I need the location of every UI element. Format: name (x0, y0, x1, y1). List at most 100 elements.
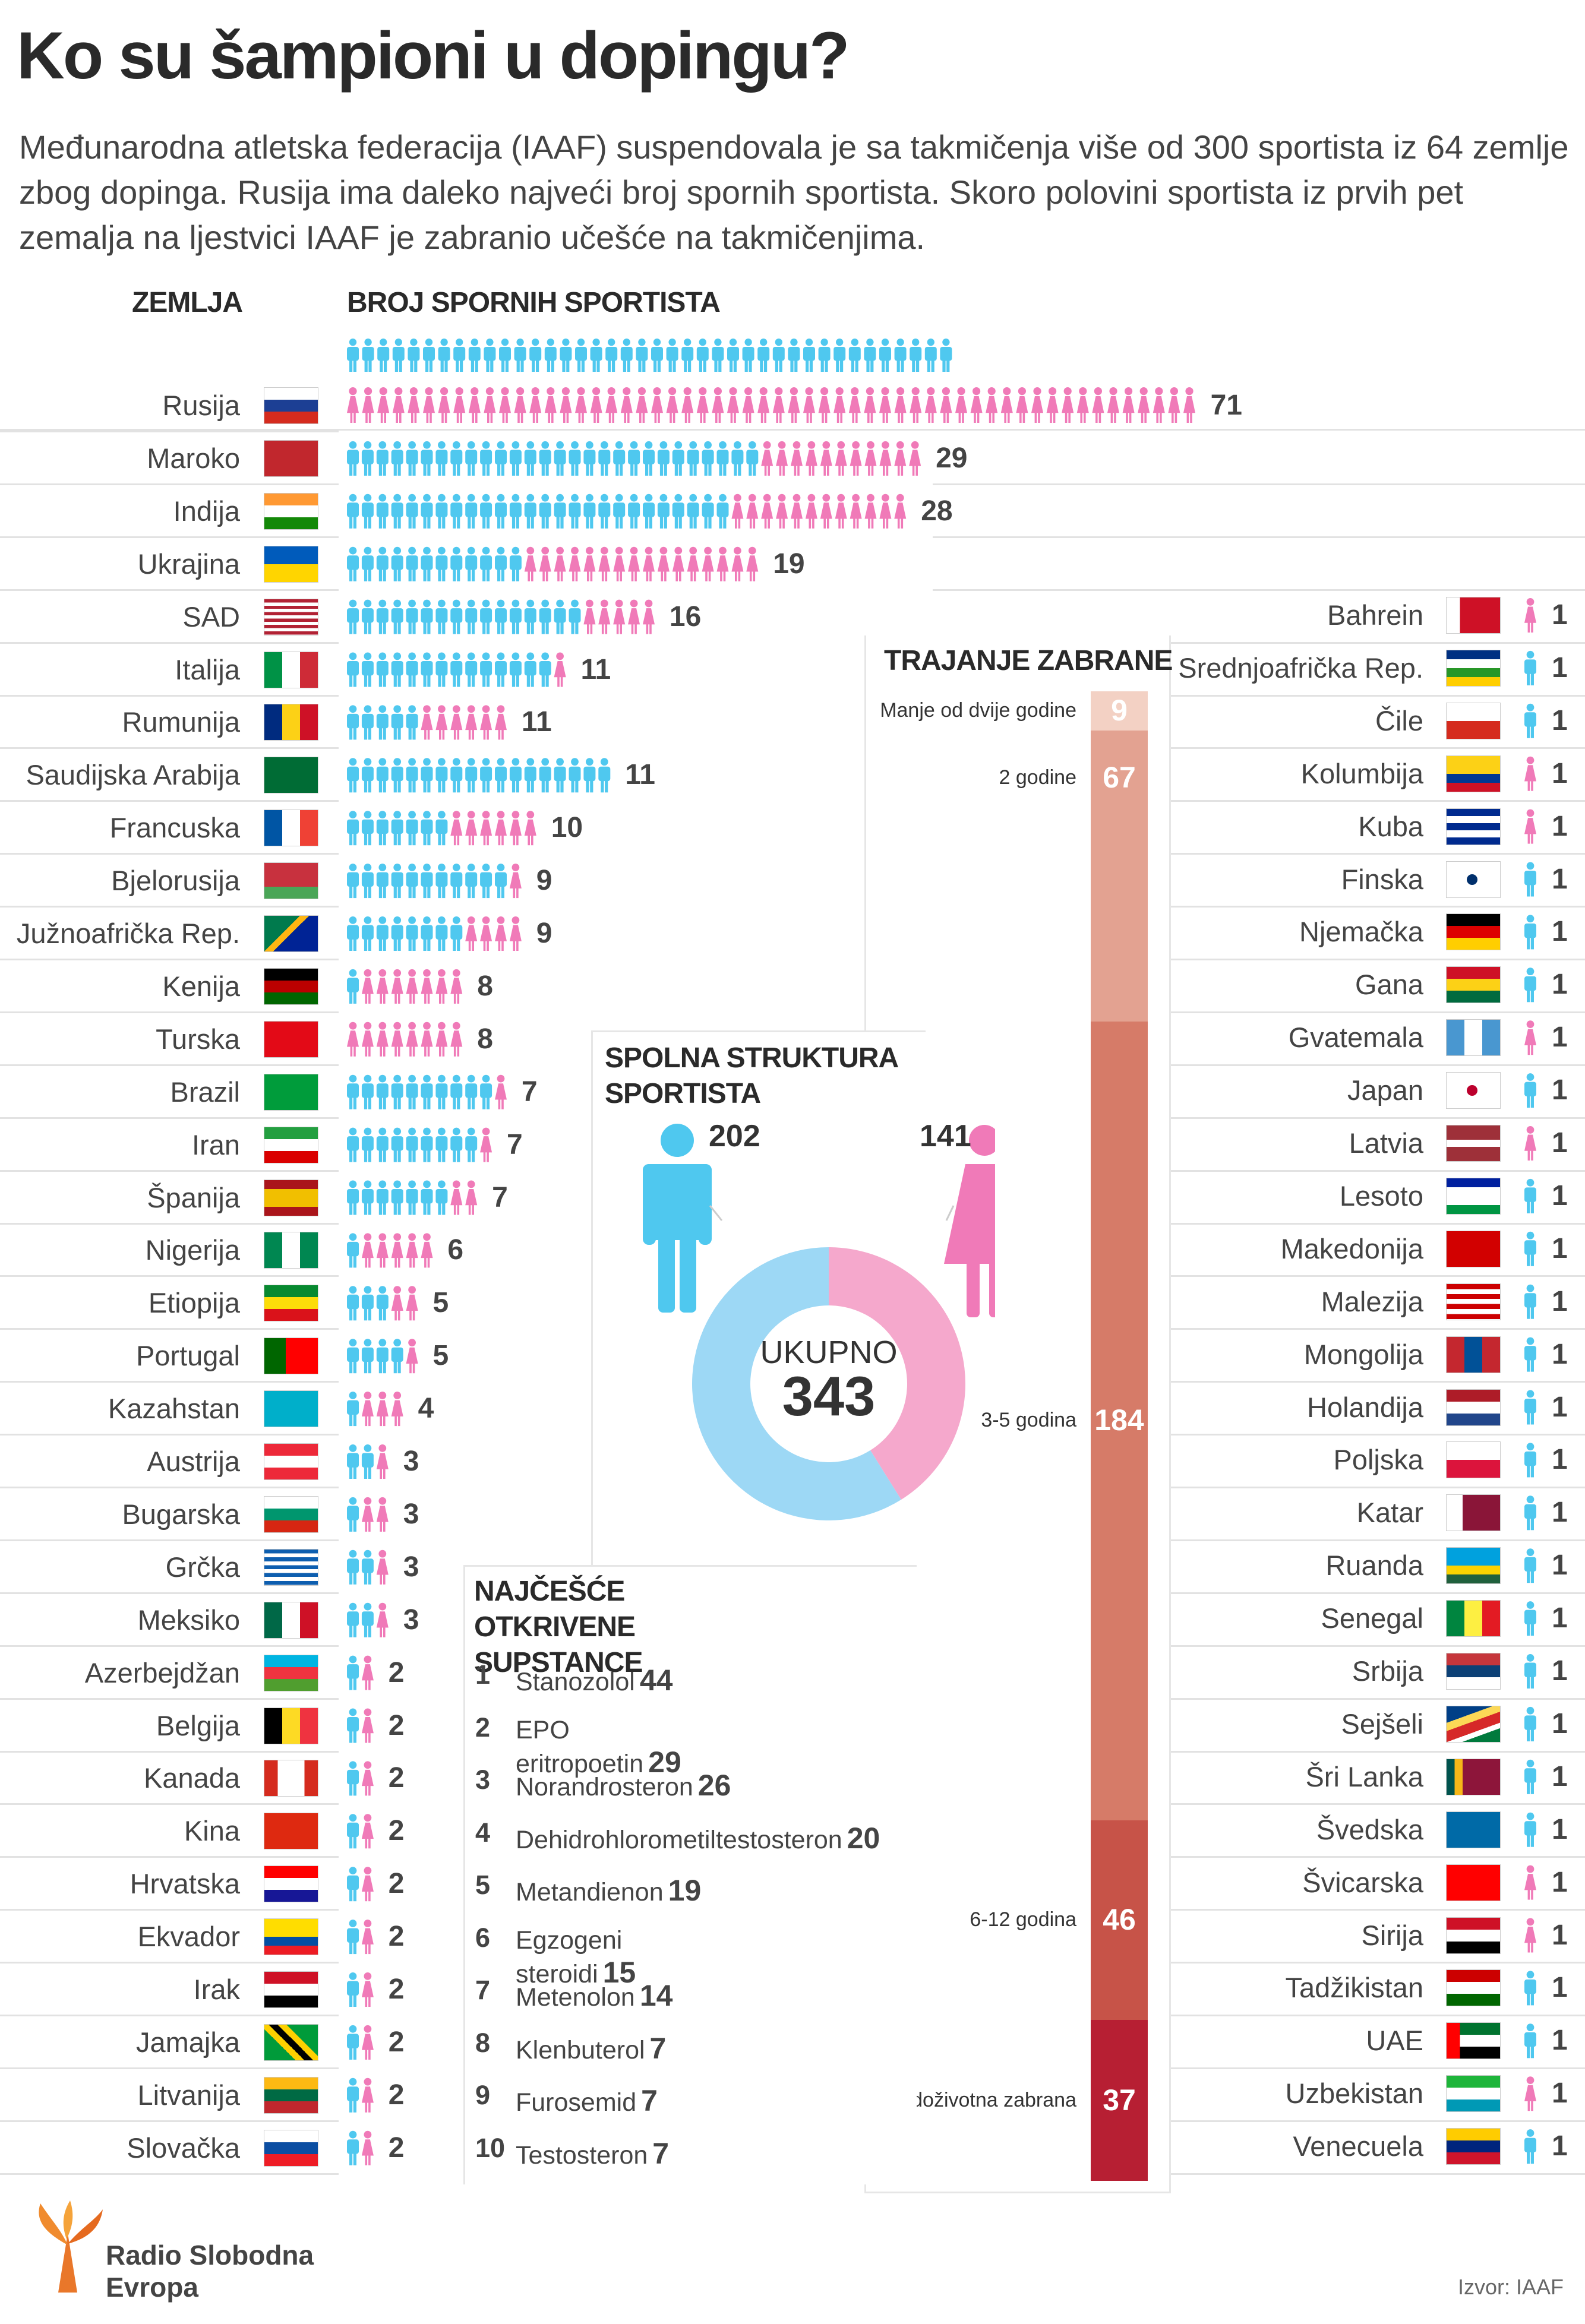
female-athlete-icon (376, 1602, 389, 1637)
flag-icon (264, 1390, 318, 1428)
female-athlete-icon (672, 546, 684, 581)
male-athlete-icon (539, 599, 551, 634)
duration-segment (1091, 1021, 1148, 1821)
female-athlete-icon (406, 1339, 418, 1374)
male-athlete-icon (480, 652, 492, 687)
flag-icon (264, 1918, 318, 1956)
athlete-count-label: 1 (1552, 704, 1568, 736)
female-athlete-icon (1092, 387, 1104, 423)
donut-slice-female (829, 1247, 965, 1500)
female-athlete-icon (480, 705, 492, 740)
male-athlete-icon (406, 599, 418, 634)
male-athlete-icon (361, 1444, 374, 1479)
male-athlete-icon (1524, 2023, 1536, 2059)
female-athlete-icon (484, 387, 496, 423)
female-athlete-icon (651, 387, 663, 423)
row-separator (0, 2067, 339, 2069)
male-athlete-icon (509, 599, 522, 634)
female-athlete-icon (605, 387, 618, 423)
flag-icon (1446, 1230, 1501, 1267)
athlete-count-label: 6 (447, 1234, 464, 1266)
male-athlete-icon (435, 758, 448, 793)
male-athlete-icon (450, 441, 463, 476)
country-label: Jamajka (135, 2026, 240, 2058)
male-athlete-icon (575, 339, 587, 372)
country-label: Švedska (1316, 1813, 1423, 1845)
flag-icon (264, 1971, 318, 2008)
row-separator (0, 1011, 339, 1013)
female-athlete-icon (361, 2078, 374, 2113)
male-athlete-icon (1524, 703, 1536, 738)
male-athlete-icon (529, 339, 542, 372)
country-label: Ukrajina (137, 548, 240, 580)
male-athlete-icon (347, 1920, 359, 1955)
male-athlete-icon (347, 1814, 359, 1849)
female-athlete-icon (955, 387, 967, 423)
male-athlete-icon (435, 1180, 448, 1215)
male-athlete-icon (421, 864, 433, 899)
duration-value: 37 (1103, 2083, 1136, 2117)
rfe-logo-icon (39, 2200, 103, 2293)
female-athlete-icon (909, 441, 921, 476)
male-athlete-icon (554, 441, 566, 476)
female-athlete-icon (761, 441, 773, 476)
duration-segment (1091, 1820, 1148, 2021)
row-separator (0, 1487, 339, 1488)
country-label: Makedonija (1280, 1232, 1423, 1264)
row-separator (0, 1962, 339, 1964)
flag-icon (1446, 597, 1501, 634)
flag-icon (264, 2076, 318, 2114)
male-athlete-icon (376, 864, 389, 899)
male-athlete-icon (376, 652, 389, 687)
country-label: Iran (192, 1128, 240, 1161)
row-separator (933, 1697, 1585, 1700)
female-athlete-icon (465, 811, 478, 846)
country-label: Gana (1355, 969, 1423, 1001)
country-label: Uzbekistan (1285, 2078, 1424, 2110)
female-athlete-icon (408, 387, 420, 423)
male-athlete-icon (465, 1074, 478, 1109)
row-separator (0, 1539, 339, 1541)
male-athlete-icon (347, 599, 359, 634)
male-athlete-icon (468, 339, 481, 372)
male-athlete-icon (347, 494, 359, 529)
row-separator (933, 853, 1585, 855)
male-athlete-icon (376, 916, 389, 951)
male-athlete-icon (361, 652, 374, 687)
flag-icon (264, 1020, 318, 1058)
flag-icon (264, 1495, 318, 1533)
male-athlete-icon (347, 1286, 359, 1321)
female-athlete-icon (1183, 387, 1195, 423)
country-label: Sejšeli (1341, 1708, 1423, 1740)
athlete-count-label: 71 (1210, 390, 1242, 421)
male-athlete-icon (524, 652, 536, 687)
male-athlete-icon (465, 599, 478, 634)
duration-title: TRAJANJE ZABRANE (884, 645, 1173, 676)
gender-donut-chart: 202 141 UKUPNO 343 (643, 1119, 995, 1520)
male-athlete-icon (569, 441, 581, 476)
female-athlete-icon (613, 599, 626, 634)
female-athlete-icon (361, 969, 374, 1004)
male-athlete-icon (818, 339, 831, 372)
country-label: Šri Lanka (1305, 1760, 1423, 1792)
female-athlete-icon (361, 1972, 374, 2007)
male-athlete-icon (347, 969, 359, 1004)
female-athlete-icon (910, 387, 922, 423)
substance-name: Stanozolol (516, 1668, 635, 1696)
gender-title: SPOLNA STRUKTURA SPORTISTA (605, 1042, 898, 1109)
male-athlete-icon (391, 652, 403, 687)
substance-item: EPO eritropoetin 29 (516, 1716, 681, 1779)
female-large-icon (944, 1125, 995, 1317)
male-athlete-icon (361, 705, 374, 740)
flag-emblem (1467, 874, 1477, 885)
male-athlete-icon (347, 1339, 359, 1374)
row-separator (0, 1803, 339, 1806)
female-athlete-icon (499, 387, 511, 423)
athlete-count-label: 16 (669, 600, 702, 633)
female-athlete-icon (361, 1655, 374, 1690)
athlete-count-label: 1 (1552, 2078, 1568, 2110)
male-athlete-icon (361, 1180, 374, 1215)
substance-count: 29 (648, 1745, 681, 1779)
athlete-count-label: 9 (536, 865, 552, 897)
male-athlete-icon (672, 494, 684, 529)
